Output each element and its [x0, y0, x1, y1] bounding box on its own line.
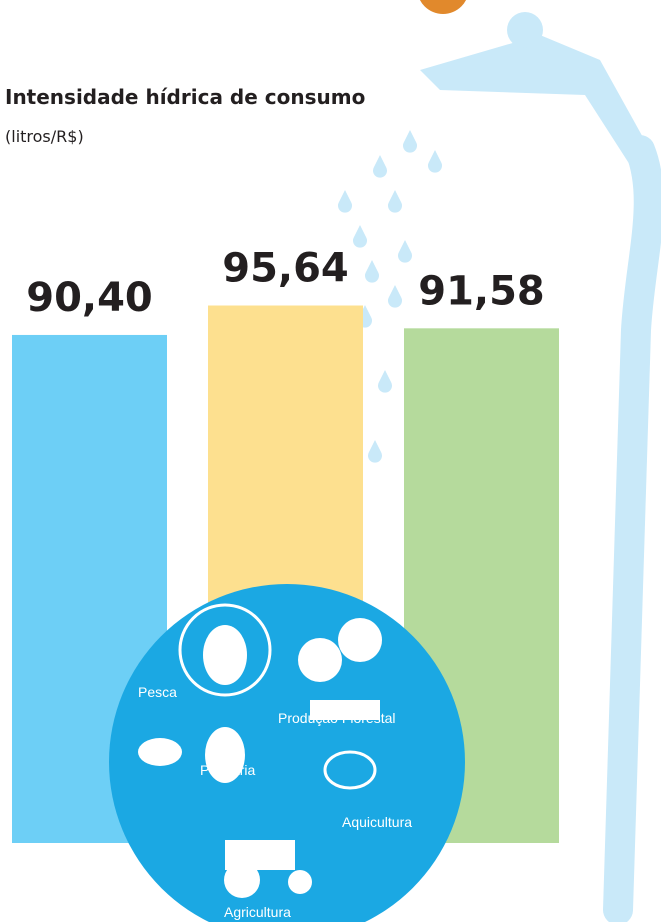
- value-label: 90,40: [26, 275, 153, 321]
- infographic: Intensidade hídrica de consumo (litros/R…: [0, 0, 661, 922]
- sector-label: Agricultura: [224, 904, 291, 920]
- sector-label: Pesca: [138, 684, 177, 700]
- chart-title: Intensidade hídrica de consumo: [5, 85, 365, 109]
- sector-label: Pecuária: [200, 762, 255, 778]
- value-label: 95,64: [222, 246, 349, 292]
- value-label: 91,58: [418, 268, 545, 314]
- chart-subtitle: (litros/R$): [5, 127, 84, 146]
- sector-label: Aquicultura: [342, 814, 412, 830]
- sector-label: Produção Florestal: [278, 710, 396, 726]
